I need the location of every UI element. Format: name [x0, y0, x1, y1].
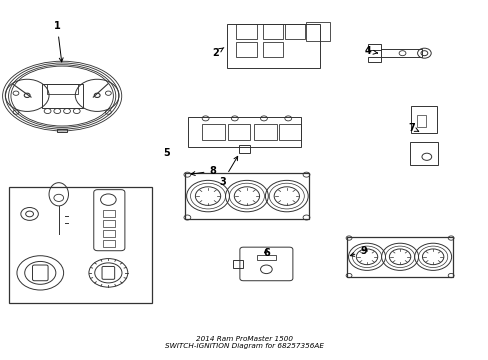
Text: 8: 8	[191, 166, 216, 176]
Text: 5: 5	[163, 148, 170, 158]
Text: 4: 4	[365, 46, 377, 57]
Text: 1: 1	[54, 21, 63, 62]
Bar	[102, 230, 115, 237]
Text: 2014 Ram ProMaster 1500
SWITCH-IGNITION Diagram for 68257356AE: 2014 Ram ProMaster 1500 SWITCH-IGNITION …	[164, 336, 324, 349]
Bar	[368, 44, 380, 50]
Bar	[256, 255, 276, 260]
Bar	[46, 84, 78, 94]
Text: 3: 3	[219, 156, 237, 187]
Bar	[102, 240, 115, 247]
Bar	[102, 210, 115, 217]
Bar	[380, 49, 421, 58]
Bar	[368, 57, 380, 62]
Bar	[9, 187, 152, 303]
Text: 2: 2	[211, 48, 224, 58]
Text: 7: 7	[408, 123, 418, 133]
Text: 6: 6	[263, 248, 269, 258]
Text: 9: 9	[349, 247, 366, 256]
Bar	[102, 220, 115, 227]
Bar	[232, 260, 243, 268]
Bar	[416, 114, 425, 127]
Bar	[238, 145, 250, 153]
Bar	[41, 84, 82, 108]
Bar	[57, 129, 67, 132]
